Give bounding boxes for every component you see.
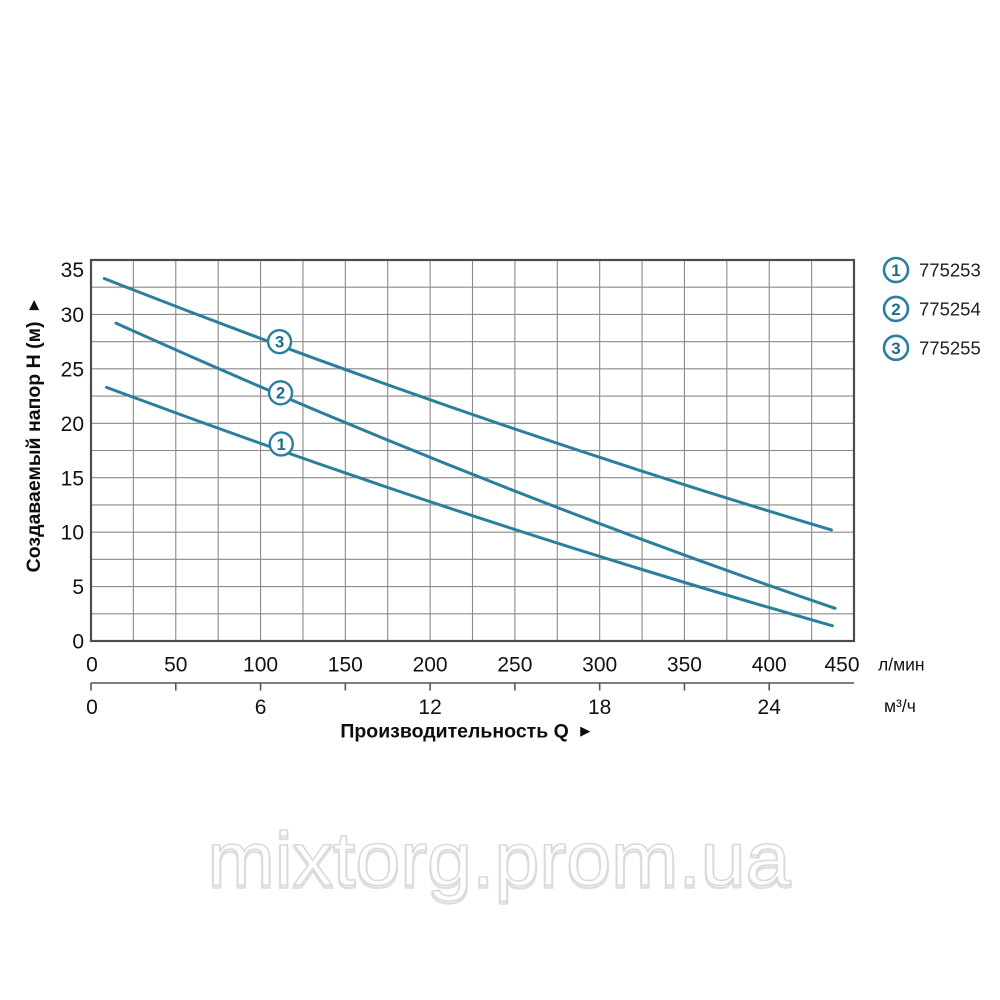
curve-marker-2: 2	[267, 380, 294, 406]
x-tick-label-350: 350	[667, 654, 702, 677]
y-tick-label-15: 15	[61, 467, 84, 490]
legend-circle	[882, 295, 910, 323]
pump-curve-3	[102, 277, 833, 532]
pump-curve-2	[114, 321, 837, 610]
x2-tick-label-0: 0	[86, 696, 98, 719]
legend-code: 775254	[919, 299, 981, 320]
legend-item-775255: 3 775255	[882, 334, 981, 362]
curve-marker-circle	[267, 380, 294, 406]
legend-circle-number: 1	[891, 261, 900, 280]
x-tick-label-150: 150	[328, 654, 363, 677]
x-axis-secondary-tick-labels: 0 6 12 18 24	[86, 696, 781, 719]
x-tick-label-50: 50	[164, 654, 187, 677]
y-axis-title: Создаваемый напор Н (м) ►	[23, 297, 45, 573]
curve-marker-1: 1	[268, 431, 294, 457]
watermark-text: mixtorg.prom.ua	[208, 817, 792, 902]
watermark-shadow-text: mixtorg.prom.ua	[208, 820, 792, 905]
x-tick-label-400: 400	[752, 654, 787, 677]
legend-item-775254: 2 775254	[882, 295, 981, 323]
x-axis-title: Производительность Q ►	[340, 721, 593, 743]
x-tick-label-200: 200	[413, 654, 448, 677]
x2-tick-label-24: 24	[758, 696, 782, 719]
legend-circle-number: 3	[891, 339, 900, 358]
x-tick-label-250: 250	[497, 654, 532, 677]
y-tick-label-25: 25	[61, 358, 84, 381]
legend-code: 775255	[919, 337, 981, 358]
legend-circle-number: 2	[891, 300, 900, 319]
x-axis-title-text: Производительность Q	[340, 721, 568, 743]
x2-tick-label-18: 18	[588, 696, 611, 719]
x-tick-label-450: 450	[824, 654, 859, 677]
curve-marker-circle	[266, 328, 293, 355]
x-axis-primary-tick-labels: 0 50 100 150 200 250 300 350 400 450	[86, 654, 859, 677]
x-axis-unit-secondary-label: м³/ч	[884, 696, 916, 716]
x-axis-title-arrow-icon: ►	[577, 722, 594, 741]
y-tick-label-20: 20	[61, 413, 84, 436]
curve-marker-number: 2	[276, 385, 285, 403]
y-axis-tick-labels: 0 5 10 15 20 25 30 35	[61, 259, 84, 654]
legend-code: 775253	[919, 260, 981, 281]
curve-marker-number: 1	[277, 436, 286, 454]
legend-circle	[882, 334, 910, 362]
y-tick-label-5: 5	[72, 576, 84, 599]
curve-number-markers: 1 2 3	[266, 328, 294, 457]
y-tick-label-35: 35	[61, 259, 84, 282]
x2-tick-label-6: 6	[255, 696, 267, 719]
curve-marker-number: 3	[275, 334, 284, 352]
pump-curves	[102, 277, 837, 628]
y-tick-label-0: 0	[72, 631, 84, 654]
curve-marker-3: 3	[266, 328, 293, 355]
y-tick-label-30: 30	[61, 304, 84, 327]
y-tick-label-10: 10	[61, 522, 84, 545]
x-axis-secondary-ruler	[90, 682, 854, 691]
x-tick-label-0: 0	[86, 654, 98, 677]
y-axis-title-text: Создаваемый напор Н (м)	[23, 321, 45, 572]
x-tick-label-100: 100	[243, 654, 278, 677]
legend-item-775253: 1 775253	[882, 256, 981, 284]
legend: 1 775253 2 775254 3 775255	[882, 256, 981, 362]
curve-marker-circle	[268, 431, 294, 457]
x-axis-unit-primary-label: л/мин	[878, 654, 925, 674]
x2-tick-label-12: 12	[418, 696, 441, 719]
watermark: mixtorg.prom.ua mixtorg.prom.ua	[206, 816, 792, 905]
plot-border	[89, 258, 856, 643]
pump-curve-1	[105, 385, 834, 628]
y-axis-title-arrow-icon: ►	[24, 297, 43, 314]
x-tick-label-300: 300	[582, 654, 617, 677]
legend-circle	[882, 256, 910, 284]
